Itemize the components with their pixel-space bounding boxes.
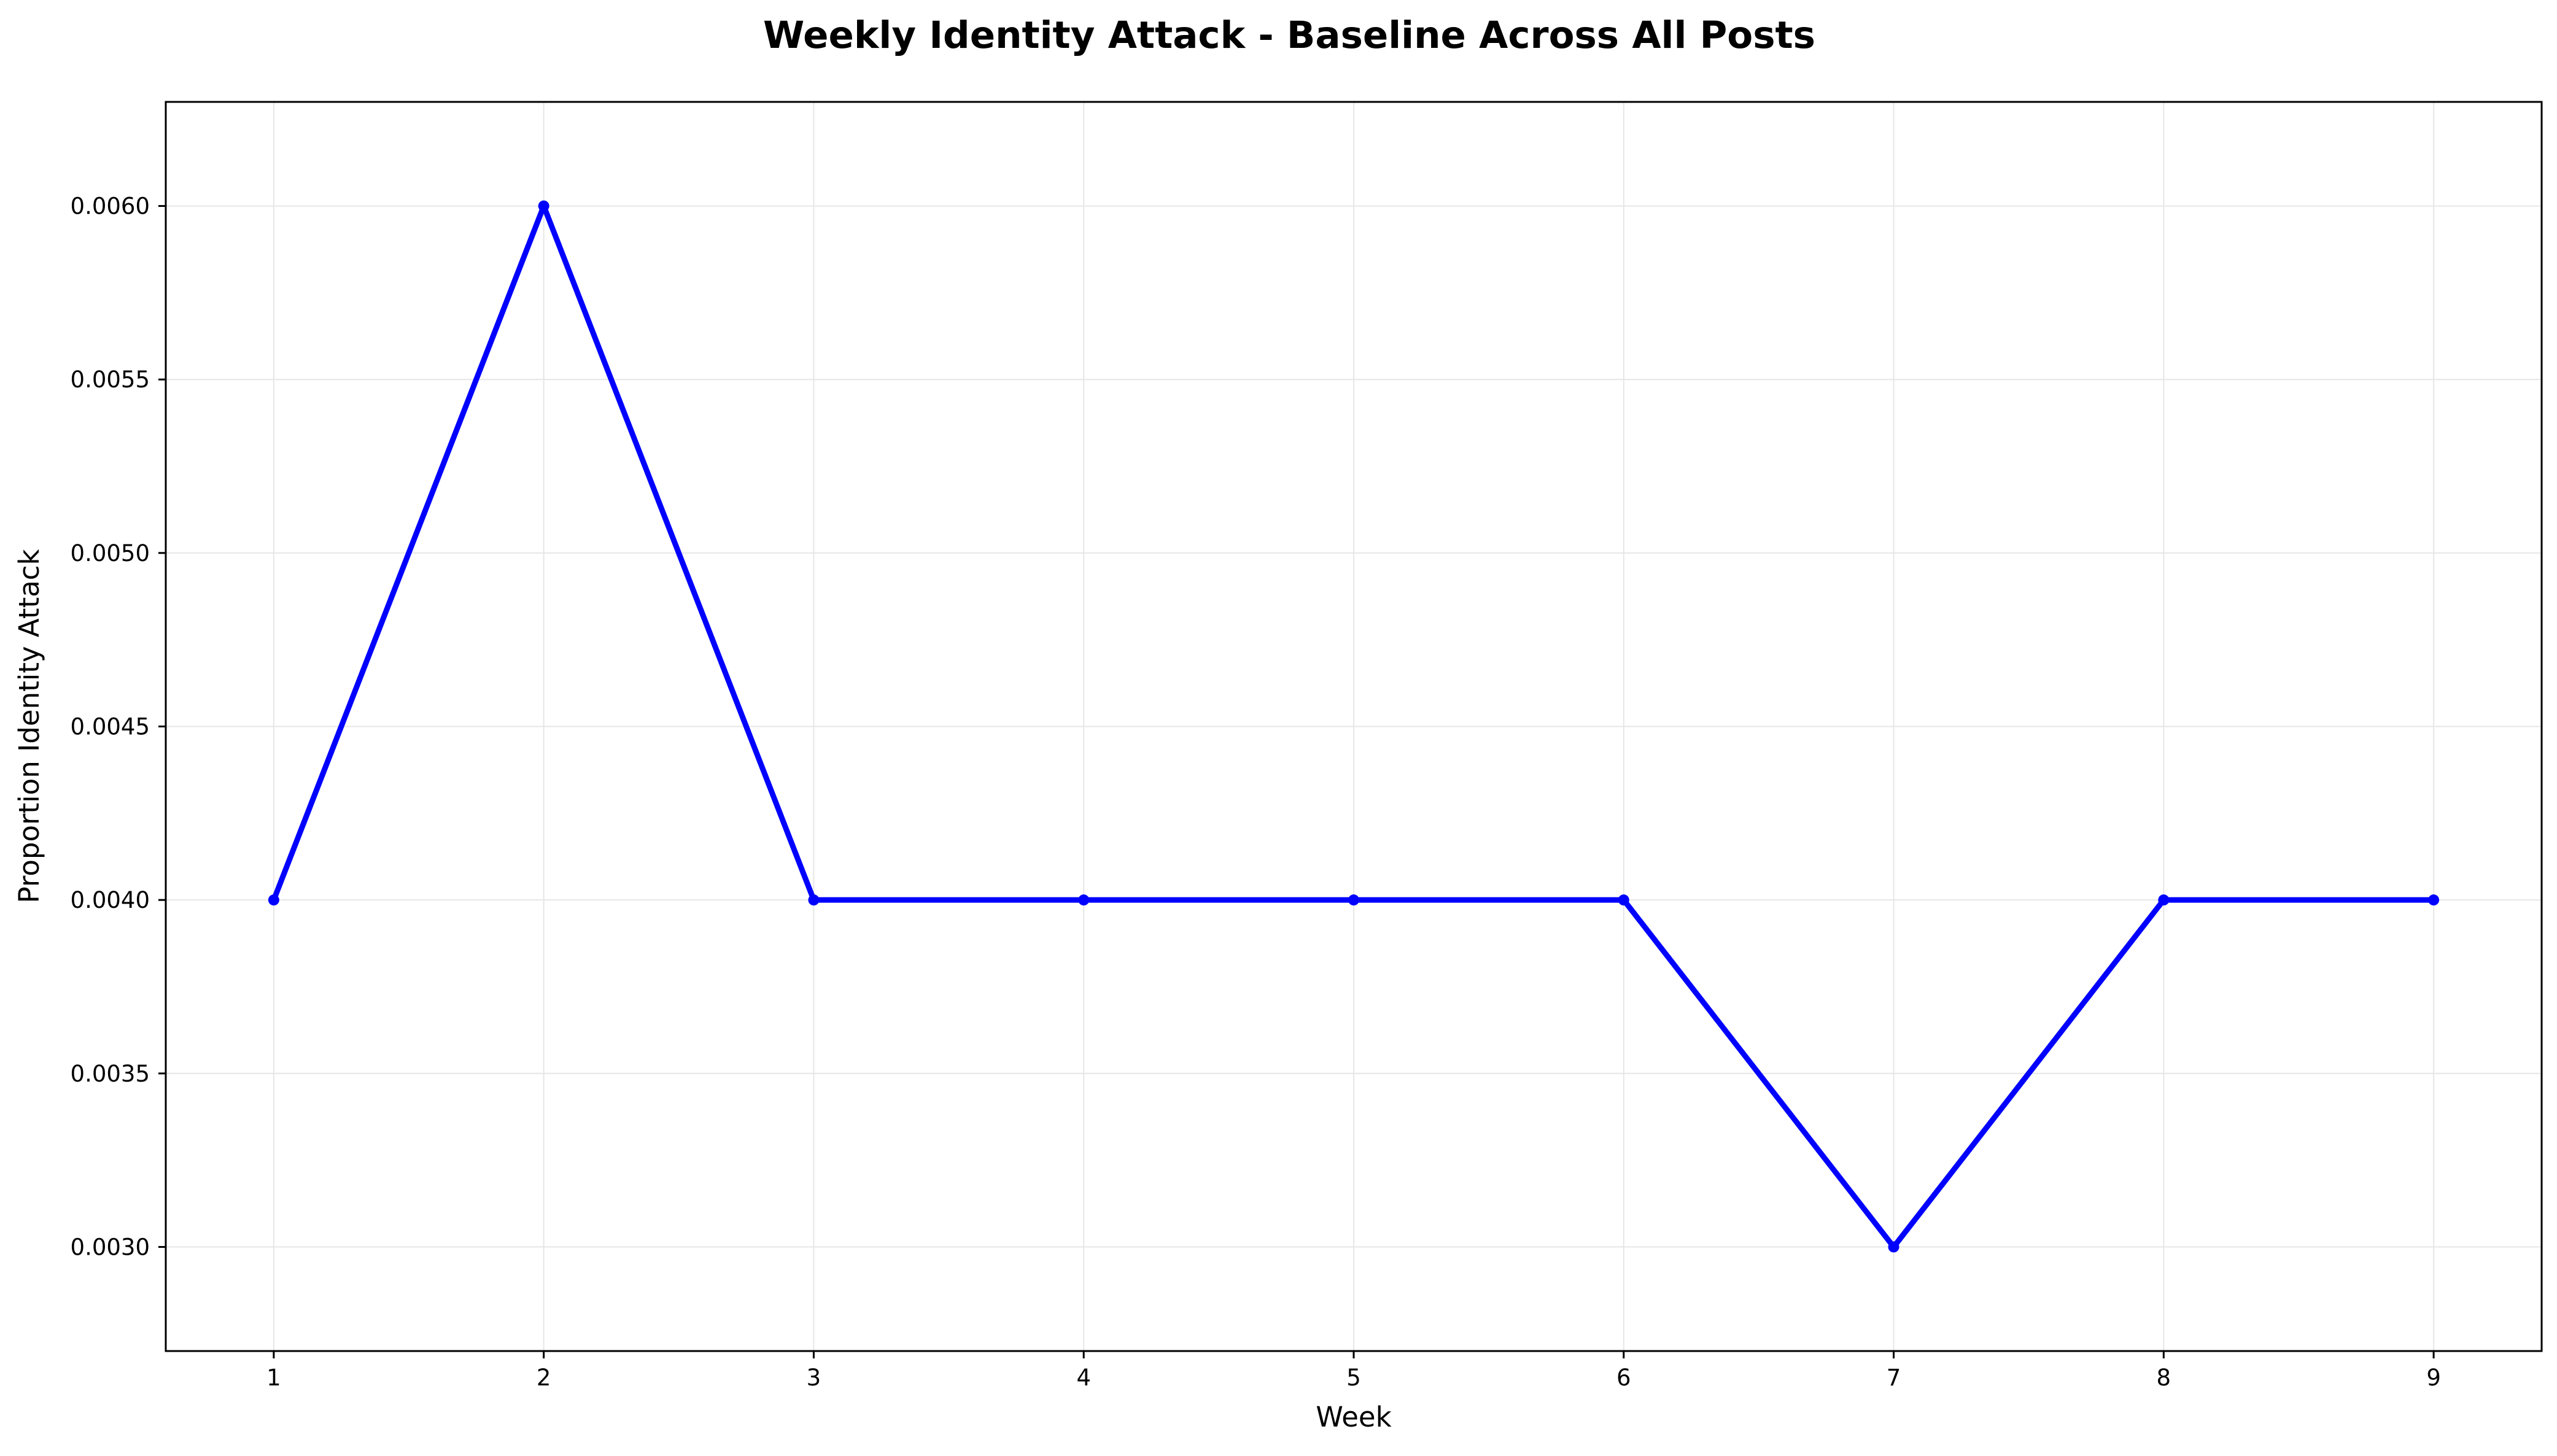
y-tick-label: 0.0030 xyxy=(71,1234,150,1260)
x-axis-label: Week xyxy=(1316,1401,1391,1433)
x-tick-label: 3 xyxy=(807,1365,821,1391)
y-tick-label: 0.0055 xyxy=(71,366,150,393)
data-point xyxy=(1348,894,1359,906)
data-point xyxy=(1618,894,1629,906)
x-tick-label: 5 xyxy=(1346,1365,1361,1391)
y-axis-label: Proportion Identity Attack xyxy=(13,549,45,904)
x-tick-label: 1 xyxy=(266,1365,281,1391)
data-point xyxy=(2428,894,2440,906)
plot-area-frame xyxy=(165,101,2543,1352)
x-tick-label: 2 xyxy=(537,1365,551,1391)
data-point xyxy=(808,894,820,906)
x-tick-label: 4 xyxy=(1076,1365,1091,1391)
y-tick-label: 0.0035 xyxy=(71,1061,150,1087)
x-tick-label: 6 xyxy=(1616,1365,1631,1391)
y-tick-label: 0.0040 xyxy=(71,887,150,913)
y-tick-label: 0.0060 xyxy=(71,193,150,220)
chart-title: Weekly Identity Attack - Baseline Across… xyxy=(763,14,1815,57)
data-point xyxy=(2158,894,2170,906)
data-point xyxy=(1078,894,1090,906)
data-point xyxy=(268,894,279,906)
data-point xyxy=(538,200,549,212)
series-layer xyxy=(268,200,2440,1253)
y-tick-label: 0.0045 xyxy=(71,714,150,740)
axis-ticks: 1 2 3 4 5 6 7 8 9 0.0030 0.0035 0.0040 0.0045 0.0050 0… xyxy=(71,193,2441,1391)
gridlines xyxy=(166,102,2542,1351)
data-point xyxy=(1888,1241,1899,1253)
x-tick-label: 8 xyxy=(2157,1365,2171,1391)
y-tick-label: 0.0050 xyxy=(71,540,150,567)
x-tick-label: 7 xyxy=(1887,1365,1901,1391)
x-tick-label: 9 xyxy=(2426,1365,2441,1391)
